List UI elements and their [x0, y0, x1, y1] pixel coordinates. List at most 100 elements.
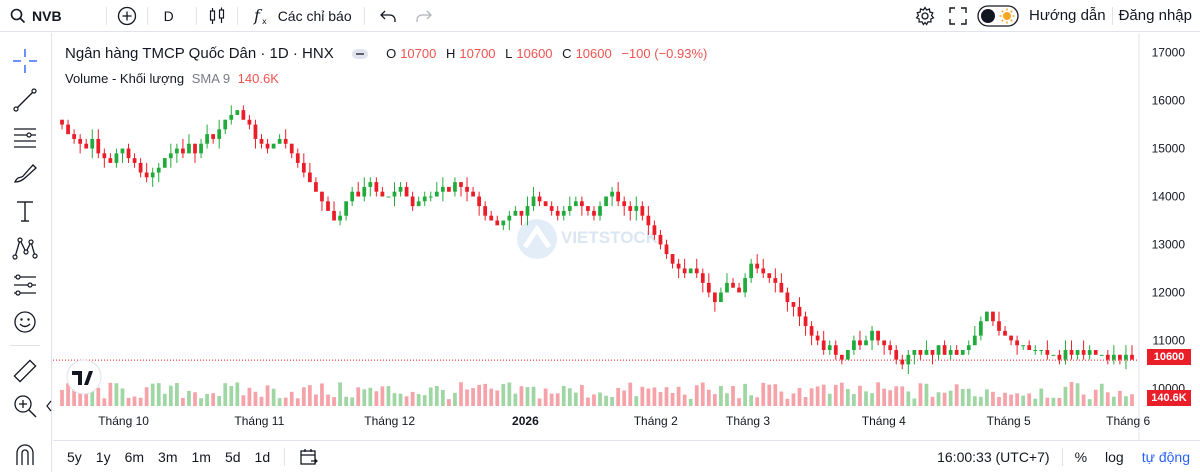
- text-tool[interactable]: [10, 196, 40, 226]
- candle-body: [543, 201, 548, 207]
- login-button[interactable]: Đăng nhập: [1119, 0, 1192, 32]
- time-tick-label: Tháng 10: [98, 414, 149, 428]
- range-5y[interactable]: 5y: [67, 448, 82, 465]
- candle-body: [507, 215, 512, 221]
- horizontal-lines-icon: [14, 128, 36, 148]
- candle-body: [368, 182, 373, 187]
- brush-tool[interactable]: [10, 159, 40, 189]
- bottom-toolbar: 5y 1y 6m 3m 1m 5d 1d 16:00:33 (UTC+7) % …: [53, 440, 1200, 472]
- go-to-date-button[interactable]: [299, 447, 319, 467]
- volume-bar: [223, 383, 228, 406]
- candle-body: [797, 306, 802, 317]
- candle-body: [737, 287, 741, 293]
- trendline-icon: [13, 88, 37, 112]
- candle-body: [271, 143, 276, 149]
- crosshair-tool[interactable]: [10, 46, 40, 76]
- candle-body: [803, 316, 808, 327]
- symbol-search[interactable]: NVB: [10, 0, 62, 32]
- price-tick-label: 17000: [1152, 46, 1186, 60]
- range-5d[interactable]: 5d: [224, 448, 241, 465]
- volume-bar: [181, 397, 185, 406]
- legend-title: Ngân hàng TMCP Quốc Dân · 1D · HNX: [65, 45, 334, 62]
- legend-collapse-button[interactable]: [351, 49, 368, 60]
- range-6m[interactable]: 6m: [124, 448, 145, 465]
- chevron-left-icon: [46, 400, 52, 412]
- candle-body: [356, 191, 361, 197]
- candle-body: [434, 191, 439, 197]
- trendline-tool[interactable]: [10, 85, 40, 115]
- candle-body: [253, 124, 258, 139]
- emoji-tool[interactable]: [10, 307, 40, 337]
- candle-body: [459, 182, 463, 187]
- volume-bar: [978, 396, 983, 406]
- redo-button[interactable]: [415, 0, 433, 32]
- price-chart[interactable]: VIETSTOCK 100001100012000130001400015000…: [53, 33, 1200, 440]
- tradingview-logo[interactable]: [66, 359, 102, 395]
- percent-toggle[interactable]: %: [1074, 449, 1088, 465]
- volume-bar: [150, 383, 155, 406]
- volume-bar: [96, 387, 101, 406]
- settings-button[interactable]: [915, 0, 935, 32]
- volume-bar: [471, 388, 475, 406]
- last-price-tag: 10600: [1147, 349, 1191, 365]
- range-1y[interactable]: 1y: [95, 448, 111, 465]
- range-3m[interactable]: 3m: [158, 448, 178, 465]
- crosshair-icon: [13, 49, 37, 73]
- candle-body: [997, 321, 1001, 331]
- measure-tool[interactable]: [10, 356, 40, 386]
- volume-bar: [368, 387, 373, 406]
- volume-bar: [1130, 394, 1134, 406]
- price-tick-label: 13000: [1152, 237, 1186, 251]
- undo-button[interactable]: [379, 0, 397, 32]
- pattern-tool[interactable]: [10, 233, 40, 263]
- candle-body: [1015, 340, 1019, 346]
- volume-bar: [199, 398, 203, 406]
- volume-bar: [948, 390, 953, 406]
- volume-bar: [295, 398, 300, 406]
- volume-bar: [592, 394, 596, 406]
- time-tick-label: Tháng 6: [1106, 414, 1150, 428]
- compare-button[interactable]: [117, 0, 137, 32]
- range-1d[interactable]: 1d: [254, 448, 271, 465]
- interval-button[interactable]: D: [164, 0, 174, 32]
- fullscreen-button[interactable]: [949, 0, 967, 32]
- collapse-toolbar-button[interactable]: [46, 399, 52, 412]
- candle-body: [616, 191, 621, 202]
- chart-type-button[interactable]: [207, 0, 227, 32]
- fib-tool[interactable]: [10, 122, 40, 152]
- prediction-tool[interactable]: [10, 270, 40, 300]
- auto-toggle[interactable]: tự động: [1141, 449, 1190, 465]
- chart-legend: Ngân hàng TMCP Quốc Dân · 1D · HNX O 1070…: [65, 45, 715, 62]
- candle-body: [725, 282, 729, 293]
- volume-bar: [398, 393, 403, 406]
- candle-body: [870, 330, 874, 341]
- candle-body: [471, 191, 475, 197]
- magnet-tool[interactable]: [10, 439, 40, 469]
- theme-toggle[interactable]: [977, 0, 1019, 32]
- undo-icon: [379, 10, 396, 22]
- magnet-icon: [16, 444, 34, 465]
- candle-body: [815, 335, 820, 341]
- volume-bar: [628, 382, 633, 406]
- chart-area[interactable]: VIETSTOCK 10000 11000 12000 13000 14000 15000…: [53, 33, 1200, 472]
- candle-body: [519, 210, 524, 216]
- volume-bar: [555, 393, 560, 406]
- candle-body: [447, 186, 451, 192]
- volume-bar: [791, 393, 796, 406]
- range-1m[interactable]: 1m: [191, 448, 211, 465]
- zoom-tool[interactable]: [10, 391, 40, 421]
- candle-body: [132, 158, 137, 163]
- volume-bar: [120, 388, 125, 406]
- indicators-label: Các chỉ báo: [277, 7, 352, 24]
- timezone-label[interactable]: 16:00:33 (UTC+7): [937, 449, 1050, 465]
- divider: [363, 6, 365, 25]
- volume-bar: [440, 389, 445, 406]
- candle-body: [326, 201, 330, 211]
- candle-body: [1111, 354, 1116, 360]
- guide-link[interactable]: Hướng dẫn: [1029, 0, 1106, 32]
- volume-bar: [156, 383, 161, 406]
- log-toggle[interactable]: log: [1105, 449, 1124, 465]
- volume-bar: [1124, 396, 1128, 406]
